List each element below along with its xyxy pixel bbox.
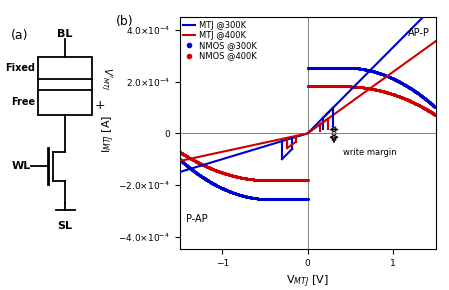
- Text: AP-P: AP-P: [408, 28, 430, 38]
- Text: Fixed: Fixed: [5, 63, 35, 73]
- Text: write margin: write margin: [343, 148, 397, 157]
- Text: (a): (a): [11, 29, 29, 42]
- Text: SL: SL: [57, 221, 73, 231]
- X-axis label: V$_{MTJ}$ [V]: V$_{MTJ}$ [V]: [286, 274, 329, 290]
- Text: BL: BL: [57, 29, 73, 39]
- Y-axis label: I$_{MTJ}$ [A]: I$_{MTJ}$ [A]: [100, 114, 117, 153]
- Text: $V'_{MTJ}$: $V'_{MTJ}$: [99, 67, 113, 90]
- Text: Free: Free: [11, 97, 35, 107]
- Text: P-AP: P-AP: [185, 214, 207, 224]
- Legend: MTJ @300K, MTJ @400K, NMOS @300K, NMOS @400K: MTJ @300K, MTJ @400K, NMOS @300K, NMOS @…: [182, 20, 257, 61]
- Text: +: +: [95, 99, 106, 113]
- Bar: [38, 57, 92, 115]
- Text: WL: WL: [11, 161, 31, 171]
- Text: (b): (b): [116, 15, 133, 28]
